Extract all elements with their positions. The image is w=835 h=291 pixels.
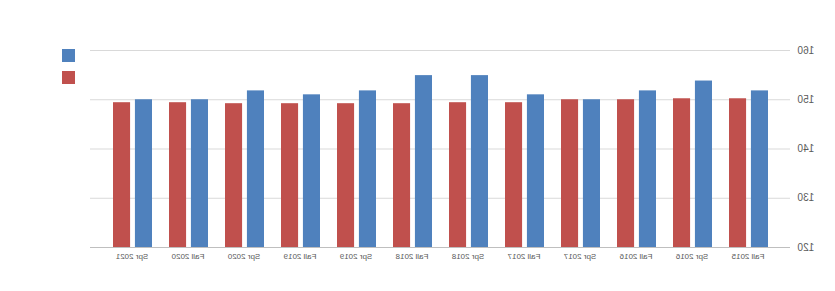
svg-text:140: 140 — [797, 143, 814, 154]
svg-text:Fall 2020: Fall 2020 — [171, 252, 204, 261]
svg-text:Spr 2017: Spr 2017 — [563, 252, 596, 261]
svg-text:Spr 2018: Spr 2018 — [451, 252, 484, 261]
svg-text:Fall 2018: Fall 2018 — [395, 252, 428, 261]
svg-text:160: 160 — [797, 45, 814, 56]
svg-text:150: 150 — [797, 94, 814, 105]
svg-text:Fall 2016: Fall 2016 — [619, 252, 652, 261]
svg-text:130: 130 — [797, 192, 814, 203]
svg-text:Spr 2019: Spr 2019 — [339, 252, 372, 261]
svg-text:Fall 2019: Fall 2019 — [283, 252, 316, 261]
svg-text:120: 120 — [797, 242, 814, 253]
svg-text:Fall 2015: Fall 2015 — [731, 252, 764, 261]
svg-text:Spr 2020: Spr 2020 — [227, 252, 260, 261]
svg-text:Fall 2017: Fall 2017 — [507, 252, 540, 261]
svg-text:Spr 2016: Spr 2016 — [675, 252, 708, 261]
svg-text:Spr 2021: Spr 2021 — [115, 252, 148, 261]
